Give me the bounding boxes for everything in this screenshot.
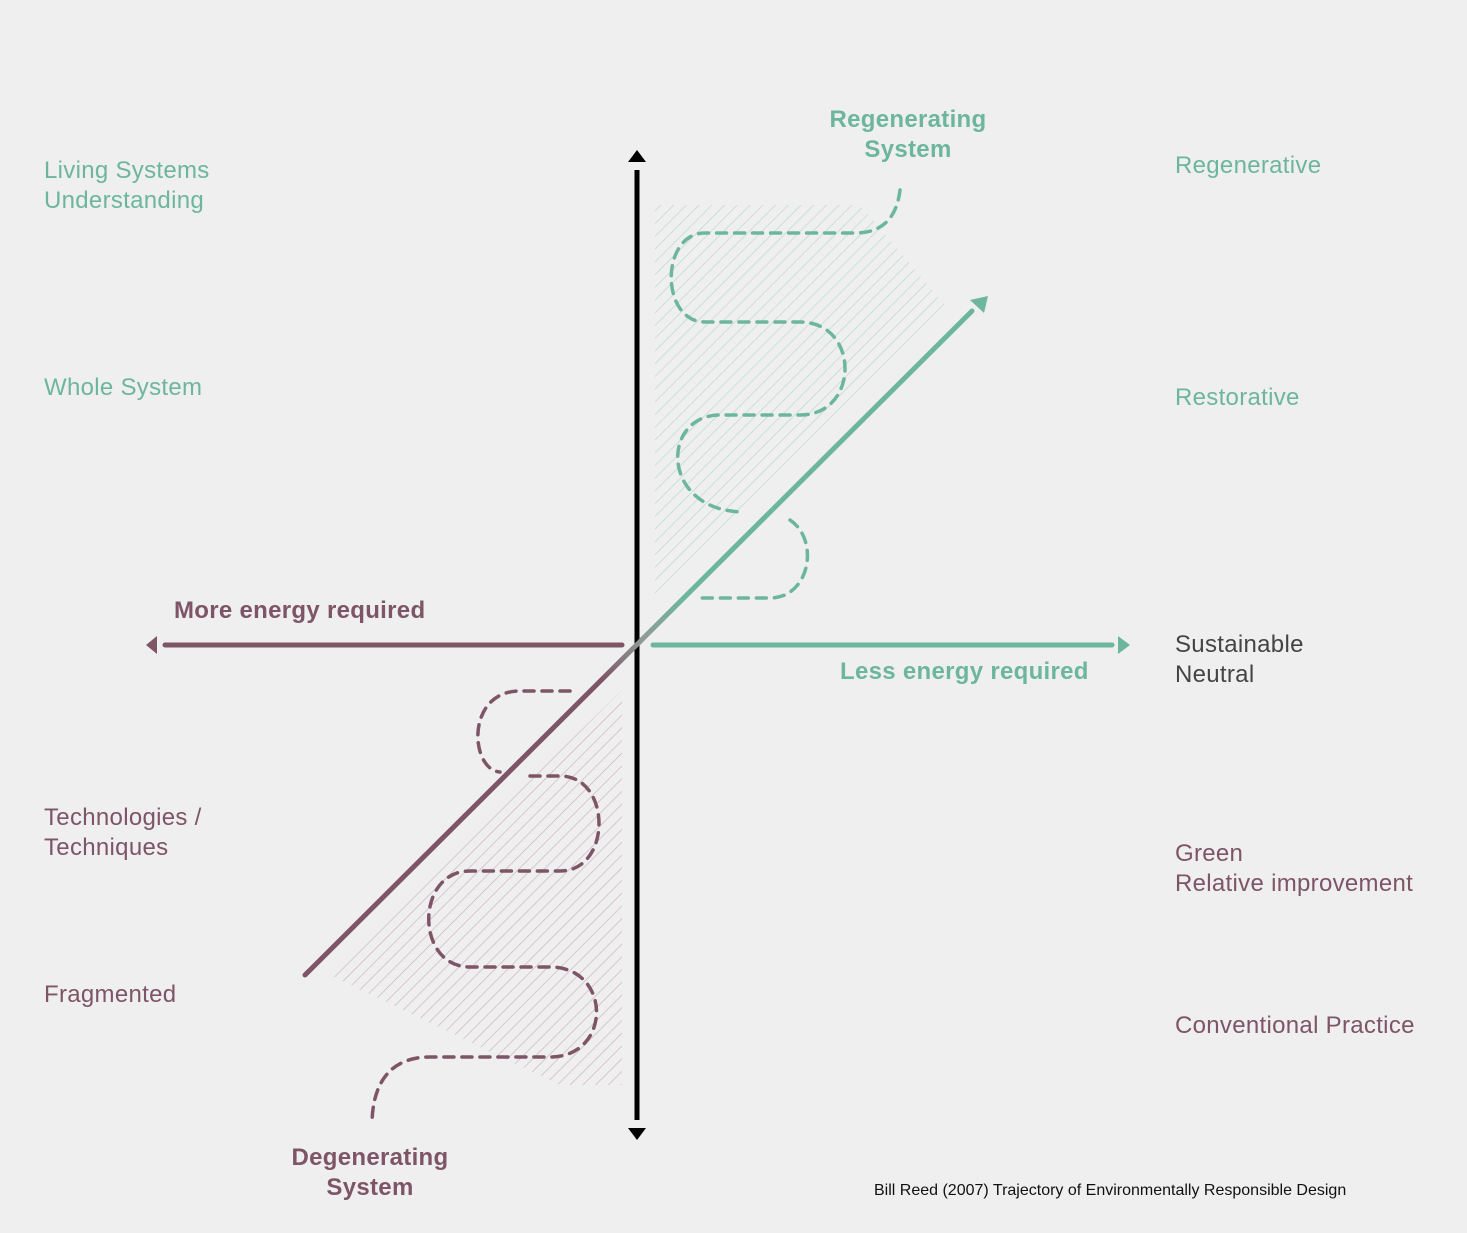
right-arrowhead	[1118, 636, 1130, 654]
regenerating-wave-path	[669, 188, 902, 600]
conventional-practice-label: Conventional Practice	[1175, 1012, 1415, 1039]
degenerating-hatch-area	[330, 690, 622, 1085]
degenerating-wave-path	[370, 689, 601, 1127]
regenerating-hatch-area	[655, 205, 945, 600]
restorative-label: Restorative	[1175, 384, 1300, 411]
left-arrowhead	[146, 636, 157, 654]
up-arrowhead	[628, 150, 646, 162]
degenerating-system-label: Degenerating System	[291, 1144, 449, 1201]
source-caption: Bill Reed (2007) Trajectory of Environme…	[874, 1182, 1347, 1199]
down-arrowhead	[628, 1128, 646, 1140]
whole-system-label: Whole System	[44, 374, 203, 401]
sustainable-label: Sustainable Neutral	[1175, 631, 1304, 688]
trajectory-arrowhead	[970, 296, 988, 313]
living-systems-label: Living Systems Understanding	[44, 157, 210, 214]
regenerating-system-label: Regenerating System	[829, 106, 987, 163]
trajectory-line	[302, 308, 975, 978]
fragmented-label: Fragmented	[44, 981, 177, 1008]
technologies-label: Technologies / Techniques	[44, 804, 202, 861]
regenerative-label: Regenerative	[1175, 152, 1322, 179]
green-label: Green Relative improvement	[1175, 840, 1414, 897]
more-energy-label: More energy required	[174, 597, 426, 624]
less-energy-label: Less energy required	[840, 658, 1089, 685]
